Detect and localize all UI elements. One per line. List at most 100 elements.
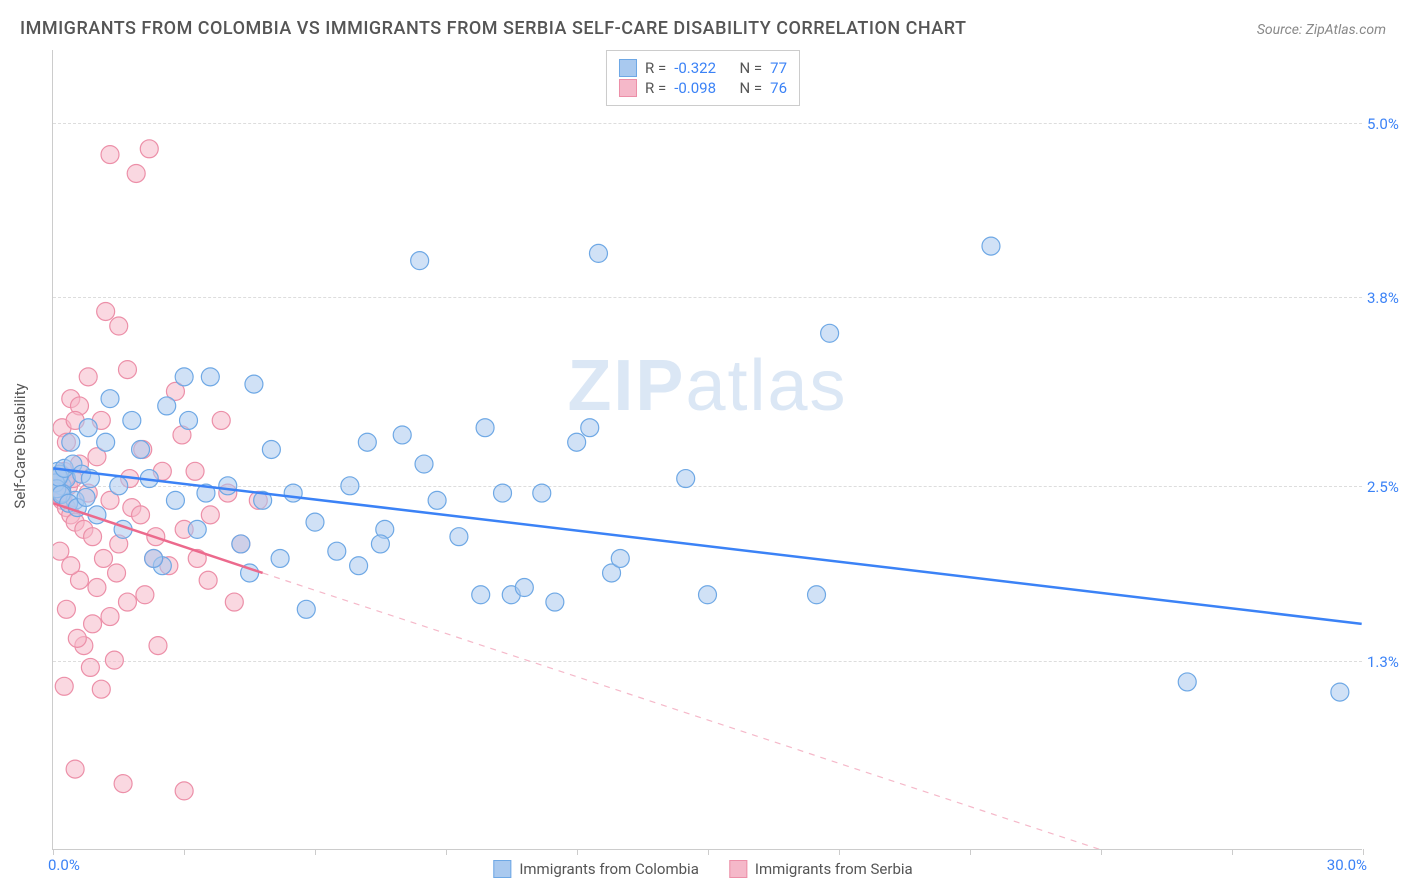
scatter-point [175, 782, 193, 800]
scatter-point [97, 433, 115, 451]
scatter-point [68, 629, 86, 647]
legend-label-serbia: Immigrants from Serbia [755, 860, 913, 878]
scatter-point [472, 586, 490, 604]
scatter-point [284, 484, 302, 502]
r-label: R = [645, 79, 666, 97]
scatter-point [1178, 673, 1196, 691]
scatter-point [428, 491, 446, 509]
scatter-point [62, 433, 80, 451]
n-value-colombia: 77 [770, 59, 787, 77]
x-tick [577, 849, 578, 855]
n-label: N = [739, 59, 762, 77]
legend-swatch-colombia [493, 860, 511, 878]
scatter-point [611, 549, 629, 567]
source-label: Source: ZipAtlas.com [1257, 22, 1386, 38]
scatter-point [180, 411, 198, 429]
scatter-point [262, 441, 280, 459]
x-axis-min-label: 0.0% [48, 856, 80, 874]
scatter-point [982, 237, 1000, 255]
scatter-point [114, 775, 132, 793]
scatter-point [306, 513, 324, 531]
x-tick [1101, 849, 1102, 855]
scatter-point [118, 593, 136, 611]
legend-label-colombia: Immigrants from Colombia [519, 860, 699, 878]
scatter-point [699, 586, 717, 604]
scatter-point [84, 528, 102, 546]
scatter-point [145, 549, 163, 567]
x-tick [53, 849, 54, 855]
r-value-serbia: -0.098 [674, 79, 716, 97]
scatter-point [225, 593, 243, 611]
scatter-point [108, 564, 126, 582]
n-label: N = [739, 79, 762, 97]
legend-swatch-serbia [729, 860, 747, 878]
plot-area: ZIPatlas 1.3%2.5%3.8%5.0% 0.0% 30.0% [52, 50, 1362, 850]
scatter-point [175, 368, 193, 386]
scatter-point [84, 615, 102, 633]
y-tick-label: 1.3% [1367, 653, 1406, 671]
chart-title: IMMIGRANTS FROM COLOMBIA VS IMMIGRANTS F… [20, 18, 966, 39]
scatter-point [79, 368, 97, 386]
scatter-point [132, 506, 150, 524]
scatter-point [212, 411, 230, 429]
scatter-point [201, 506, 219, 524]
scatter-point [476, 419, 494, 437]
scatter-point [140, 140, 158, 158]
scatter-point [123, 411, 141, 429]
scatter-point [166, 491, 184, 509]
scatter-point [546, 593, 564, 611]
legend-item-serbia: Immigrants from Serbia [729, 860, 913, 878]
n-value-serbia: 76 [770, 79, 787, 97]
y-tick-label: 2.5% [1367, 478, 1406, 496]
x-tick [839, 849, 840, 855]
x-tick [315, 849, 316, 855]
scatter-point [677, 470, 695, 488]
scatter-point [581, 419, 599, 437]
scatter-point [188, 520, 206, 538]
r-value-colombia: -0.322 [674, 59, 716, 77]
scatter-point [821, 324, 839, 342]
scatter-point [199, 571, 217, 589]
scatter-point [101, 146, 119, 164]
scatter-point [66, 760, 84, 778]
scatter-point [110, 477, 128, 495]
scatter-point [101, 390, 119, 408]
scatter-point [136, 586, 154, 604]
scatter-point [808, 586, 826, 604]
scatter-point [88, 579, 106, 597]
legend-series: Immigrants from Colombia Immigrants from… [485, 858, 920, 880]
scatter-point [79, 419, 97, 437]
scatter-point [105, 651, 123, 669]
x-tick [1232, 849, 1233, 855]
r-label: R = [645, 59, 666, 77]
scatter-point [92, 680, 110, 698]
scatter-point [411, 252, 429, 270]
scatter-point [118, 361, 136, 379]
scatter-point [132, 441, 150, 459]
scatter-point [94, 549, 112, 567]
scatter-point [533, 484, 551, 502]
x-tick [970, 849, 971, 855]
scatter-point [245, 375, 263, 393]
legend-swatch-colombia [619, 59, 637, 77]
scatter-point [371, 535, 389, 553]
x-tick [708, 849, 709, 855]
scatter-point [271, 549, 289, 567]
x-tick [1363, 849, 1364, 855]
y-tick-label: 5.0% [1367, 115, 1406, 133]
scatter-point [358, 433, 376, 451]
scatter-point [415, 455, 433, 473]
scatter-point [55, 677, 73, 695]
legend-item-colombia: Immigrants from Colombia [493, 860, 699, 878]
y-tick-label: 3.8% [1367, 289, 1406, 307]
x-tick [184, 849, 185, 855]
scatter-point [149, 637, 167, 655]
scatter-point [297, 600, 315, 618]
scatter-point [110, 317, 128, 335]
scatter-point [219, 477, 237, 495]
legend-stats-row: R = -0.322 N = 77 [619, 59, 787, 77]
scatter-point [341, 477, 359, 495]
scatter-point [350, 557, 368, 575]
scatter-point [494, 484, 512, 502]
scatter-point [393, 426, 411, 444]
